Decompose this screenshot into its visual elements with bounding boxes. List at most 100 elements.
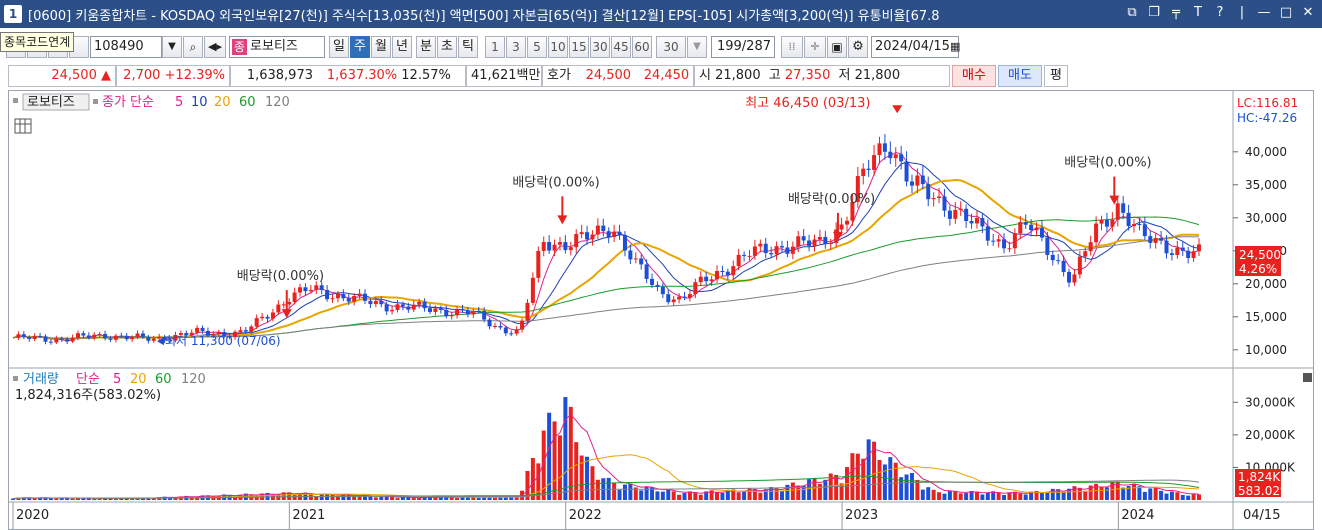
volume-bar [189,496,194,500]
candlesticks[interactable] [16,134,1201,345]
candle-body [617,231,622,236]
interval-dropdown-icon[interactable]: ▼ [687,36,707,58]
candle-body [341,294,346,299]
candle-body [763,243,768,254]
trade-amount: 41,621백만 [466,65,542,87]
vol-ma20-legend[interactable]: 20 [130,372,147,387]
date-input[interactable]: 2024/04/15 ▦ [871,36,961,58]
period-month[interactable]: 월 [371,36,391,58]
interval-45[interactable]: 45 [611,36,631,58]
interval-10[interactable]: 10 [548,36,568,58]
price-panel[interactable] [9,91,1233,367]
candle-body [1094,223,1099,243]
candle-body [276,304,281,313]
buy-button[interactable]: 매수 [952,65,996,87]
stock-code-input[interactable]: 108490 [90,36,162,58]
eval-button[interactable]: 평 [1044,65,1068,87]
maximize-icon[interactable]: □ [1279,5,1293,20]
volume-bar [541,430,546,500]
volume-bar [54,498,59,500]
chart-area[interactable]: 로보티즈 종가 단순 5 10 20 60 120 LC:116.81 HC:-… [8,90,1314,530]
interval-3[interactable]: 3 [506,36,526,58]
table-view-icon[interactable] [14,118,32,134]
candle-body [43,336,48,342]
candle-body [1191,251,1196,258]
period-tick[interactable]: 틱 [458,36,478,58]
interval-select[interactable]: 30 [656,36,686,58]
link-icon[interactable]: ⧉ [1127,5,1137,20]
candle-body [482,310,487,320]
ma120-legend[interactable]: 120 [265,95,290,110]
volume-bar [687,491,692,500]
pin-icon[interactable]: ╤ [1172,5,1180,20]
period-second[interactable]: 초 [437,36,457,58]
code-dropdown-icon[interactable]: ▼ [162,36,182,58]
dividend-arrow-icon [557,215,568,225]
vol-ma60-legend[interactable]: 60 [155,372,172,387]
volume-bar [612,483,617,500]
ma60-legend[interactable]: 60 [239,95,256,110]
candle-body [861,168,866,177]
candle-body [807,240,812,246]
candle-body [1002,239,1007,249]
search-icon[interactable]: ⌕ [183,36,203,58]
ma10-legend[interactable]: 10 [191,95,208,110]
close-icon[interactable]: ✕ [1302,5,1314,20]
interval-1[interactable]: 1 [485,36,505,58]
ma-legend-label[interactable]: 종가 단순 [102,95,154,110]
ma20-legend[interactable]: 20 [214,95,231,110]
candle-body [1159,238,1164,241]
volume-bar [492,497,497,500]
current-volume-pct: 583.02% [1238,484,1291,498]
vol-ma5-legend[interactable]: 5 [113,372,121,387]
volume-bar [693,492,698,500]
vol-ma120-legend[interactable]: 120 [181,372,206,387]
period-day[interactable]: 일 [329,36,349,58]
font-icon[interactable]: T [1194,5,1202,20]
save-icon[interactable]: ▣ [827,36,847,58]
sell-button[interactable]: 매도 [998,65,1042,87]
volume-bar [747,488,752,500]
volume-bar [812,478,817,500]
period-year[interactable]: 년 [392,36,412,58]
volume-bar [411,497,416,500]
volume-ma-label[interactable]: 단순 [76,372,100,387]
bar-count-box[interactable]: 199/287 [711,36,775,58]
window-number[interactable]: 1 [4,5,22,23]
current-pct-label: 4.26% [1239,262,1277,276]
interval-5[interactable]: 5 [527,36,547,58]
high-annotation: 최고 46,450 (03/13) [745,96,870,111]
volume-bar [628,483,633,500]
interval-15[interactable]: 15 [569,36,589,58]
ma5-legend[interactable]: 5 [175,95,183,110]
stock-name-box[interactable]: 종 로보티즈 [229,36,325,58]
candle-body [265,316,270,319]
candle-body [173,334,178,341]
crosshair-icon[interactable]: ✛ [804,36,826,58]
volume-bar [752,488,757,500]
grid-setting-icon[interactable]: ⁞⁞ [781,36,803,58]
stock-legend-box[interactable] [22,93,90,111]
candle-body [715,270,720,280]
volume-bars[interactable] [11,397,1201,500]
volume-bar [574,442,579,500]
dividend-annotation: 배당락(0.00%) [512,175,599,190]
volume-bar [482,496,487,500]
volume-bar [265,492,270,500]
interval-60[interactable]: 60 [632,36,652,58]
gear-icon[interactable]: ⚙ [848,36,868,58]
candle-body [855,176,860,202]
stock-chart-svg[interactable]: 로보티즈 종가 단순 5 10 20 60 120 LC:116.81 HC:-… [9,91,1313,529]
calendar-icon[interactable]: ▦ [949,40,961,53]
interval-30[interactable]: 30 [590,36,610,58]
period-minute[interactable]: 분 [416,36,436,58]
volume-legend-label[interactable]: 거래량 [23,372,59,387]
low-annotation: 최저 11,300 (07/06) [165,334,281,348]
minimize-icon[interactable]: — [1257,5,1271,20]
volume-bar [861,458,866,500]
prev-next-icon[interactable]: ◀▸ [204,36,226,58]
copy-window-icon[interactable]: ❐ [1148,5,1160,20]
panel-close-icon[interactable] [1303,373,1312,382]
help-icon[interactable]: ? [1216,5,1224,20]
period-week[interactable]: 주 [350,36,370,58]
